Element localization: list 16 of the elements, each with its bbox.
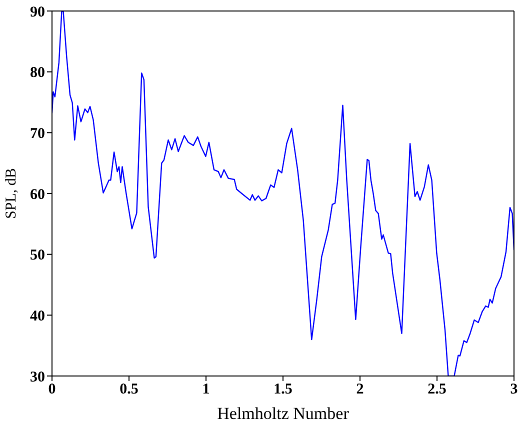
x-tick-label: 3 bbox=[510, 382, 518, 398]
y-tick-label: 90 bbox=[30, 4, 45, 20]
y-axis-title: SPL, dB bbox=[3, 168, 20, 219]
x-tick-label: 2 bbox=[356, 382, 364, 398]
y-tick-label: 60 bbox=[30, 186, 45, 203]
x-tick-label: 1.5 bbox=[274, 382, 292, 398]
x-tick-label: 0.5 bbox=[120, 382, 138, 398]
x-tick-label: 2.5 bbox=[428, 382, 446, 398]
y-tick-label: 40 bbox=[30, 308, 45, 324]
y-tick-label: 50 bbox=[30, 248, 45, 264]
x-tick-label: 0 bbox=[48, 382, 56, 398]
y-tick-label: 80 bbox=[30, 65, 45, 82]
x-tick-label: 1 bbox=[202, 382, 210, 398]
y-tick-label: 30 bbox=[30, 369, 45, 386]
y-tick-label: 70 bbox=[30, 126, 45, 142]
x-axis-title: Helmholtz Number bbox=[217, 404, 350, 423]
